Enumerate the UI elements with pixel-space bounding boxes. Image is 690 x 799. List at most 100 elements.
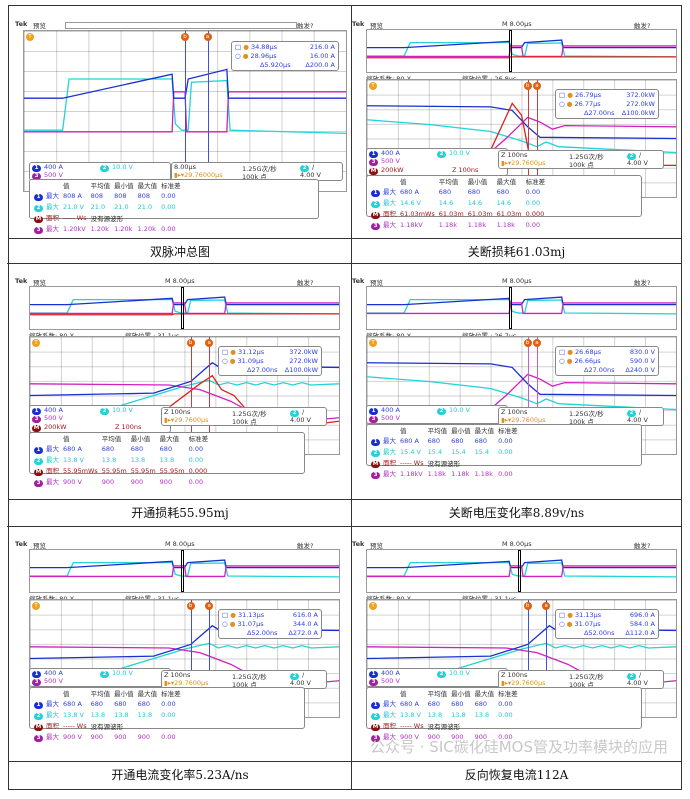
horizontal-scale[interactable]: Z 100ns: [501, 671, 528, 679]
measurement-row[interactable]: 2 最大 13.8 V 13.8 13.8 13.8 0.00: [32, 709, 183, 720]
cursor-b-marker[interactable]: b: [186, 602, 195, 610]
trigger-slope[interactable]: /: [639, 408, 642, 416]
channel-1-badge[interactable]: 1: [371, 190, 380, 197]
channel-1-badge[interactable]: 1: [369, 151, 378, 158]
horizontal-scale[interactable]: Z 100ns: [164, 671, 191, 679]
trigger-position[interactable]: 29.7600µs: [174, 416, 209, 424]
ch1-scale[interactable]: 400 A: [381, 406, 400, 414]
channel-settings[interactable]: 1 400 A 2 10.0 V 3 500 V: [366, 405, 508, 424]
trigger-position[interactable]: 29.76000µs: [184, 171, 223, 179]
measurement-row[interactable]: M 面积 ----- Ws 没有源波形: [32, 720, 183, 731]
acquisition-settings[interactable]: Z 100ns 1.25G次/秒 2/ ▮▸▾29.7600µs 100k 点 …: [498, 407, 664, 426]
trigger-slope[interactable]: /: [302, 408, 305, 416]
trigger-position[interactable]: 29.7600µs: [511, 679, 546, 687]
trigger-level[interactable]: 4.00 V: [290, 416, 311, 424]
channel-settings[interactable]: 1 400 A 2 10.0 V 3 500 V: [29, 668, 171, 687]
horizontal-scale[interactable]: 8.00µs: [174, 163, 196, 171]
measurement-row[interactable]: M 面积 ----- Ws 没有源波形: [369, 720, 520, 731]
channel-1-badge[interactable]: 1: [34, 447, 43, 454]
measurement-row[interactable]: 1 最大 680 A 680 680 680 0.00: [369, 435, 520, 446]
channel-3-badge[interactable]: 3: [371, 223, 380, 230]
measurement-row[interactable]: 1 最大 680 A 680 680 680 0.00: [369, 186, 547, 197]
channel-1-badge[interactable]: 1: [34, 702, 43, 709]
ch1-scale[interactable]: 400 A: [44, 406, 63, 414]
channel-M-badge[interactable]: M: [32, 425, 41, 432]
channel-M-badge[interactable]: M: [34, 469, 43, 476]
cursor-a-line[interactable]: [536, 80, 538, 197]
channel-3-badge[interactable]: 3: [369, 679, 378, 686]
ch1-scale[interactable]: 400 A: [44, 163, 63, 171]
channel-2-badge[interactable]: 2: [627, 673, 636, 680]
trigger-position[interactable]: 29.7600µs: [511, 159, 546, 167]
cursor-a-line[interactable]: [536, 337, 538, 454]
measurement-row[interactable]: M 面积 ----- Ws 没有源波形: [369, 457, 520, 468]
channel-2-badge[interactable]: 2: [371, 201, 380, 208]
math-scale[interactable]: 200kW: [381, 166, 404, 174]
ch1-scale[interactable]: 400 A: [381, 669, 400, 677]
trigger-slope[interactable]: /: [302, 671, 305, 679]
measurement-row[interactable]: 1 最大 808 A 808 808 808 0.00: [32, 190, 183, 201]
cursor-b-marker[interactable]: b: [181, 33, 189, 41]
channel-2-badge[interactable]: 2: [627, 410, 636, 417]
channel-1-badge[interactable]: 1: [369, 671, 378, 678]
ch3-scale[interactable]: 500 V: [381, 677, 400, 685]
measurement-row[interactable]: M 面积 ----- Ws 没有源波形: [32, 212, 183, 223]
channel-3-badge[interactable]: 3: [32, 416, 41, 423]
measurement-row[interactable]: M 面积 61.03mWs 61.03m 61.03m 61.03m 0.000: [369, 208, 547, 219]
channel-settings[interactable]: 1 400 A 2 10.0 V 3 500 V M 200kW Z 100ns: [366, 148, 508, 176]
math-scale[interactable]: 200kW: [44, 423, 67, 431]
overview-waveform[interactable]: [366, 549, 677, 593]
cursor-a-marker[interactable]: a: [532, 82, 541, 90]
overview-waveform[interactable]: [29, 549, 340, 593]
channel-3-badge[interactable]: 3: [34, 480, 43, 487]
cursor-a-marker[interactable]: a: [205, 602, 214, 610]
channel-2-badge[interactable]: 2: [437, 151, 446, 158]
measurement-row[interactable]: 2 最大 15.4 V 15.4 15.4 15.4 0.00: [369, 446, 520, 457]
measurement-row[interactable]: 1 最大 680 A 680 680 680 0.00: [32, 698, 183, 709]
channel-2-badge[interactable]: 2: [371, 713, 380, 720]
zoom-window-marker[interactable]: [181, 550, 185, 592]
channel-2-badge[interactable]: 2: [34, 458, 43, 465]
cursor-b-line[interactable]: [190, 337, 192, 454]
channel-settings[interactable]: 1 400 A 2 10.0 V 3 500 V M 200kW Z 100ns: [29, 405, 171, 433]
measurement-row[interactable]: 1 最大 680 A 680 680 680 0.00: [32, 443, 210, 454]
channel-1-badge[interactable]: 1: [371, 702, 380, 709]
measurement-row[interactable]: 3 最大 1.18kV 1.18k 1.18k 1.18k 0.00: [369, 219, 547, 230]
channel-M-badge[interactable]: M: [371, 461, 380, 468]
trigger-position[interactable]: 29.7600µs: [511, 416, 546, 424]
channel-2-badge[interactable]: 2: [34, 713, 43, 720]
trigger-slope[interactable]: /: [639, 671, 642, 679]
cursor-b-marker[interactable]: b: [186, 339, 195, 347]
channel-M-badge[interactable]: M: [34, 724, 43, 731]
channel-1-badge[interactable]: 1: [32, 408, 41, 415]
channel-3-badge[interactable]: 3: [34, 227, 43, 234]
ch3-scale[interactable]: 500 V: [44, 414, 63, 422]
cursor-b-marker[interactable]: b: [523, 339, 532, 347]
trigger-slope[interactable]: /: [639, 151, 642, 159]
channel-2-badge[interactable]: 2: [371, 450, 380, 457]
ch1-scale[interactable]: 400 A: [44, 669, 63, 677]
channel-2-badge[interactable]: 2: [100, 671, 109, 678]
cursor-a-marker[interactable]: a: [542, 602, 551, 610]
channel-1-badge[interactable]: 1: [34, 194, 43, 201]
ch2-scale[interactable]: 10.0 V: [449, 669, 470, 677]
ch2-scale[interactable]: 10.0 V: [112, 163, 133, 171]
measurement-table[interactable]: 值平均值 最小值 最大值 标准差 1 最大 680 A 680 680 680 0.00 2 最大 13.…: [366, 687, 642, 742]
measurement-table[interactable]: 值平均值 最小值 最大值 标准差 1 最大 680 A 680 680 680 0.00 2 最大 14.…: [366, 175, 642, 230]
channel-2-badge[interactable]: 2: [100, 408, 109, 415]
channel-3-badge[interactable]: 3: [369, 159, 378, 166]
measurement-row[interactable]: 3 最大 900 V 900 900 900 0.00: [32, 731, 183, 742]
cursor-a-line[interactable]: [209, 337, 211, 454]
ch2-scale[interactable]: 10.0 V: [449, 149, 470, 157]
measurement-table[interactable]: 值平均值 最小值 最大值 标准差 1 最大 680 A 680 680 680 0.00 2 最大 15.…: [366, 424, 642, 479]
channel-M-badge[interactable]: M: [371, 724, 380, 731]
trigger-level[interactable]: 4.00 V: [627, 679, 648, 687]
channel-1-badge[interactable]: 1: [369, 408, 378, 415]
measurement-row[interactable]: 3 最大 1.18kV 1.18k 1.18k 1.18k 0.00: [369, 468, 520, 479]
trigger-level[interactable]: 4.00 V: [300, 171, 321, 179]
channel-3-badge[interactable]: 3: [371, 735, 380, 742]
channel-2-badge[interactable]: 2: [34, 205, 43, 212]
trigger-level[interactable]: 4.00 V: [627, 416, 648, 424]
channel-1-badge[interactable]: 1: [32, 165, 41, 172]
horizontal-scale[interactable]: Z 100ns: [501, 408, 528, 416]
